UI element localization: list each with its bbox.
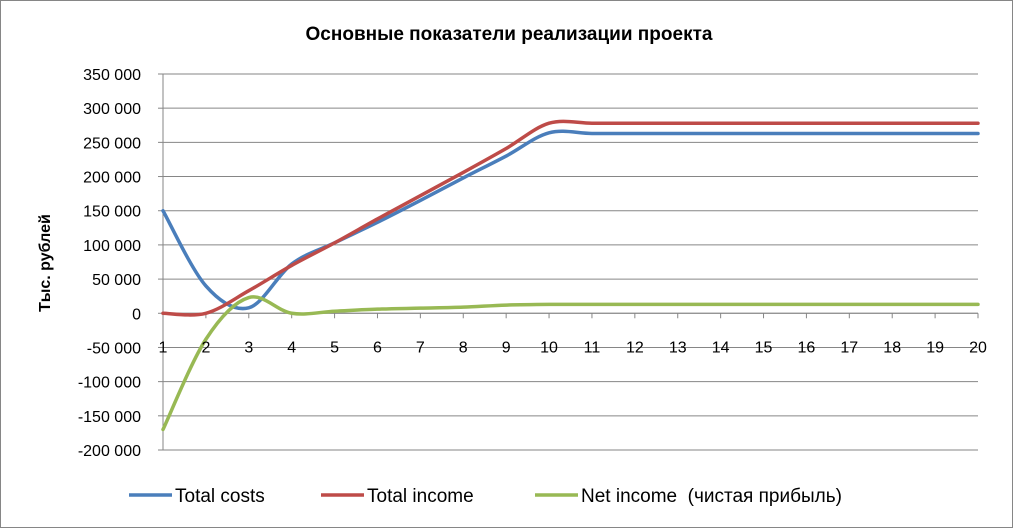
x-tick-label: 6 [373, 339, 382, 356]
series-line-2 [161, 119, 980, 317]
x-tick-label: 20 [969, 339, 987, 356]
y-tick-label: -100 000 [78, 375, 141, 392]
x-tick-label: 5 [330, 339, 339, 356]
series-line-3 [161, 295, 980, 432]
y-tick-label: 250 000 [83, 135, 141, 152]
x-tick-label: 18 [883, 339, 901, 356]
legend-item: Net income (чистая прибыль) [535, 486, 842, 507]
legend-item: Total income [321, 486, 474, 507]
y-tick-label: 200 000 [83, 170, 141, 187]
x-tick-label: 17 [840, 339, 858, 356]
series-lines [161, 119, 980, 432]
x-tick-label: 19 [926, 339, 944, 356]
y-tick-label: -200 000 [78, 443, 141, 460]
x-tick-label: 15 [755, 339, 773, 356]
y-tick-label: 350 000 [83, 67, 141, 84]
x-tick-label: 8 [459, 339, 468, 356]
x-tick-label: 12 [626, 339, 644, 356]
x-tick-label: 3 [244, 339, 253, 356]
y-tick-label: 300 000 [83, 101, 141, 118]
x-tick-label: 11 [584, 339, 601, 356]
chart-title: Основные показатели реализации проекта [306, 24, 713, 45]
legend-item: Total costs [129, 486, 265, 507]
x-tick-label: 10 [540, 339, 558, 356]
legend-label: Net income (чистая прибыль) [581, 486, 842, 507]
x-tick-label: 9 [502, 339, 511, 356]
y-tick-label: 150 000 [83, 204, 141, 221]
legend-label: Total costs [175, 486, 265, 507]
legend: Total costs Total income Net income (чиста… [129, 486, 842, 507]
y-tick-label: -50 000 [87, 340, 141, 357]
y-tick-label: 100 000 [83, 238, 141, 255]
x-tick-labels: 1 2 3 4 5 6 7 8 9 10 11 12 13 14 15 16 17 18 19 20 [159, 339, 987, 356]
legend-label: Total income [367, 486, 474, 507]
y-tick-label: 0 [132, 306, 141, 323]
x-tick-label: 4 [287, 339, 296, 356]
y-tick-label: -150 000 [78, 409, 141, 426]
series-line-1 [161, 129, 980, 311]
x-tick-label: 13 [669, 339, 687, 356]
y-tick-label: 50 000 [92, 272, 141, 289]
gridlines [163, 73, 978, 451]
x-tick-label: 16 [798, 339, 816, 356]
x-tick-label: 7 [416, 339, 425, 356]
y-tick-labels: 350 000 300 000 250 000 200 000 150 000 100 0… [78, 67, 141, 460]
y-axis-label: Тыс. рублей [37, 214, 54, 312]
x-tick-label: 1 [159, 339, 168, 356]
x-tick-label: 2 [201, 339, 210, 356]
x-tick-label: 14 [712, 339, 730, 356]
